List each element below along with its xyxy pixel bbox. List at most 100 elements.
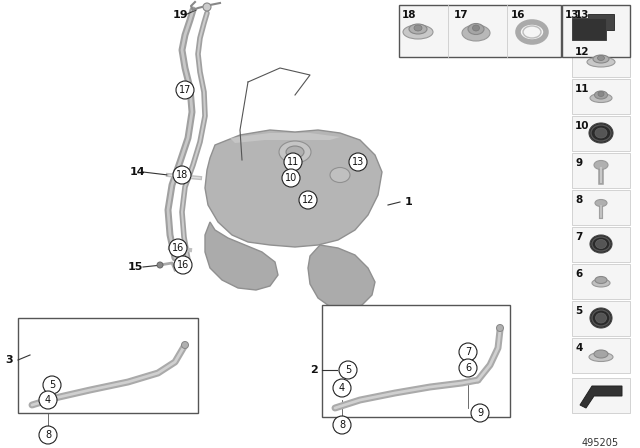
Bar	[572, 42, 630, 77]
Ellipse shape	[598, 91, 604, 96]
Text: 4: 4	[575, 343, 582, 353]
Text: 6: 6	[465, 363, 471, 373]
Bar	[572, 79, 630, 114]
Polygon shape	[580, 386, 622, 408]
Text: 4: 4	[45, 395, 51, 405]
Text: 11: 11	[287, 157, 299, 167]
Ellipse shape	[590, 235, 612, 253]
Circle shape	[349, 153, 367, 171]
Circle shape	[339, 361, 357, 379]
Polygon shape	[205, 222, 278, 290]
Text: 9: 9	[575, 158, 582, 168]
Text: 16: 16	[172, 243, 184, 253]
Ellipse shape	[589, 123, 613, 143]
Bar	[572, 153, 630, 188]
Text: 15: 15	[128, 262, 143, 272]
Bar	[572, 5, 630, 40]
Circle shape	[471, 404, 489, 422]
Text: 10: 10	[575, 121, 589, 131]
Bar	[572, 338, 630, 373]
Polygon shape	[205, 130, 382, 247]
Text: 2: 2	[310, 365, 317, 375]
Ellipse shape	[589, 353, 613, 362]
Ellipse shape	[462, 25, 490, 41]
Circle shape	[182, 341, 189, 349]
Circle shape	[174, 256, 192, 274]
Circle shape	[39, 426, 57, 444]
Ellipse shape	[330, 168, 350, 182]
Circle shape	[284, 153, 302, 171]
Text: 7: 7	[575, 232, 582, 242]
Ellipse shape	[403, 25, 433, 39]
Circle shape	[282, 169, 300, 187]
Bar	[572, 18, 606, 40]
Ellipse shape	[592, 279, 610, 287]
Text: 10: 10	[285, 173, 297, 183]
Circle shape	[176, 81, 194, 99]
Text: 495205: 495205	[581, 438, 619, 448]
Bar	[399, 5, 561, 57]
Text: 17: 17	[179, 85, 191, 95]
Circle shape	[43, 376, 61, 394]
Text: 18: 18	[402, 10, 417, 20]
Text: 5: 5	[345, 365, 351, 375]
Circle shape	[173, 166, 191, 184]
Text: 1: 1	[405, 197, 413, 207]
Text: 12: 12	[302, 195, 314, 205]
Ellipse shape	[414, 25, 422, 31]
Polygon shape	[230, 133, 340, 143]
Circle shape	[459, 359, 477, 377]
Text: 5: 5	[575, 306, 582, 316]
Bar	[588, 14, 614, 30]
Circle shape	[157, 262, 163, 268]
Text: 12: 12	[575, 47, 589, 57]
Text: 17: 17	[454, 10, 468, 20]
Circle shape	[299, 191, 317, 209]
Ellipse shape	[279, 141, 311, 163]
Circle shape	[333, 379, 351, 397]
Ellipse shape	[598, 56, 605, 60]
Ellipse shape	[409, 24, 427, 34]
Text: 8: 8	[339, 420, 345, 430]
Ellipse shape	[595, 91, 607, 99]
Text: 5: 5	[49, 380, 55, 390]
Text: 7: 7	[465, 347, 471, 357]
Bar	[322, 305, 510, 417]
Bar	[572, 301, 630, 336]
Text: 13: 13	[352, 157, 364, 167]
Text: 9: 9	[477, 408, 483, 418]
Ellipse shape	[595, 128, 607, 138]
Circle shape	[39, 391, 57, 409]
Text: 13: 13	[565, 10, 579, 20]
Circle shape	[203, 3, 211, 11]
Ellipse shape	[590, 94, 612, 103]
Text: 16: 16	[177, 260, 189, 270]
Bar	[562, 5, 630, 57]
Ellipse shape	[593, 55, 609, 63]
Text: 11: 11	[575, 84, 589, 94]
Ellipse shape	[595, 313, 607, 323]
Text: 8: 8	[45, 430, 51, 440]
Bar	[572, 190, 630, 225]
Text: 8: 8	[575, 195, 582, 205]
Bar	[572, 116, 630, 151]
Bar	[572, 227, 630, 262]
Text: 18: 18	[176, 170, 188, 180]
Text: 19: 19	[173, 10, 189, 20]
Bar	[572, 264, 630, 299]
Text: 6: 6	[575, 269, 582, 279]
Ellipse shape	[594, 350, 608, 358]
Text: 14: 14	[130, 167, 146, 177]
Circle shape	[169, 239, 187, 257]
Text: 3: 3	[5, 355, 13, 365]
Ellipse shape	[472, 25, 479, 31]
Circle shape	[497, 324, 504, 332]
Ellipse shape	[594, 160, 608, 169]
Text: 16: 16	[511, 10, 525, 20]
Circle shape	[459, 343, 477, 361]
Ellipse shape	[595, 276, 607, 284]
Bar	[572, 378, 630, 413]
Bar	[18, 318, 198, 413]
Ellipse shape	[587, 57, 615, 67]
Ellipse shape	[590, 308, 612, 328]
